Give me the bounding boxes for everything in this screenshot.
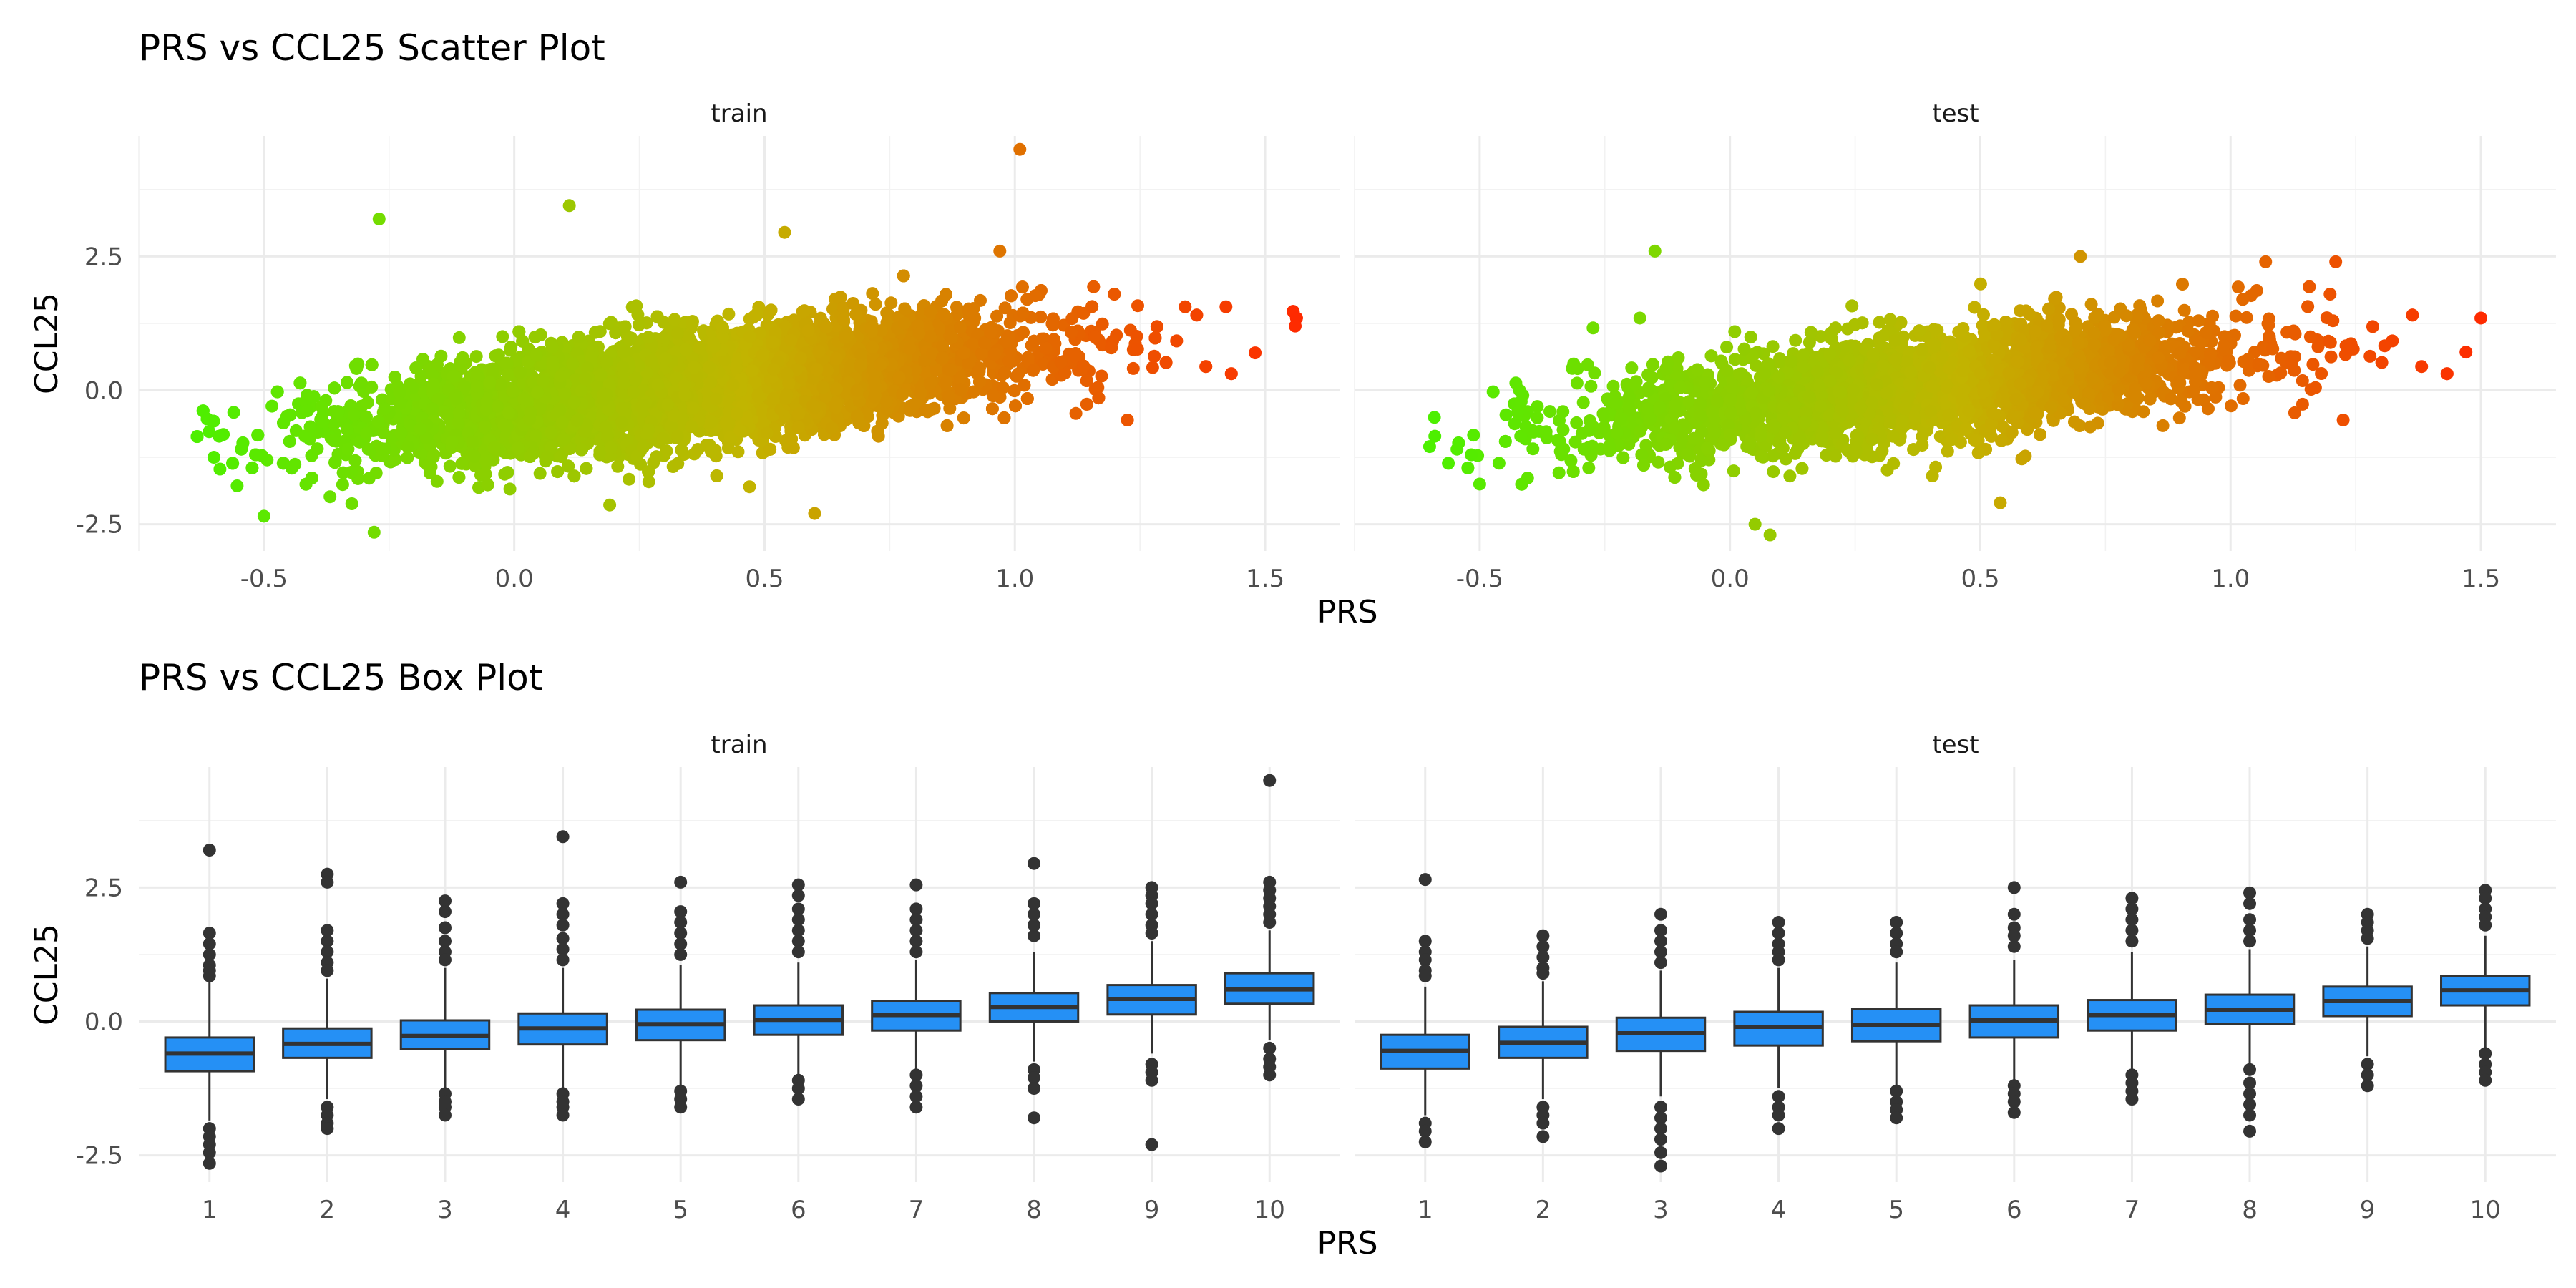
- scatter-point: [950, 301, 963, 314]
- scatter-point: [213, 462, 227, 476]
- scatter-point: [611, 459, 625, 473]
- scatter-point: [469, 350, 483, 364]
- scatter-point: [345, 497, 358, 510]
- scatter-point: [365, 380, 379, 394]
- scatter-point: [722, 307, 736, 321]
- scatter-point: [468, 459, 482, 473]
- plots: -0.5 0.0 0.5 1.0 1.5 -2.5 0.0 2.5-0.5 0.0 0.5 1.0 1…: [76, 136, 2556, 1224]
- x-tick-label: 0.0: [495, 565, 534, 593]
- scatter-point: [943, 401, 957, 415]
- x-tick-label: 1.5: [1246, 565, 1284, 593]
- scatter-point: [642, 475, 655, 489]
- scatter-point: [1146, 361, 1159, 374]
- scatter-point: [1095, 369, 1108, 383]
- scatter-point: [416, 353, 429, 366]
- scatter-point: [1179, 300, 1192, 313]
- scatter-point: [603, 498, 617, 512]
- scatter-point: [362, 472, 376, 485]
- scatter-point: [389, 453, 402, 467]
- scatter-point: [265, 399, 279, 413]
- scatter-point: [430, 474, 444, 488]
- scatter-point: [1034, 310, 1048, 323]
- y-tick-label: 0.0: [84, 376, 123, 405]
- scatter-point: [323, 490, 337, 504]
- scatter-point: [866, 287, 879, 301]
- scatter-point: [1131, 299, 1144, 313]
- scatter-point: [443, 459, 457, 473]
- scatter-point: [1126, 361, 1140, 375]
- x-tick-label: 1.0: [995, 565, 1034, 593]
- y-tick-label: -2.5: [76, 511, 123, 540]
- x-tick-label: -0.5: [240, 565, 288, 593]
- scatter-point: [533, 467, 547, 480]
- scatter-point: [227, 406, 240, 419]
- scatter-point: [1069, 406, 1083, 420]
- x-tick-label: 0.5: [745, 565, 784, 593]
- y-tick-label: 2.5: [84, 243, 123, 271]
- scatter-point: [1096, 317, 1109, 331]
- scatter-point: [623, 472, 636, 486]
- scatter-point: [230, 479, 244, 492]
- scatter-point: [328, 455, 342, 468]
- scatter-point: [1012, 367, 1025, 381]
- scatter-point: [203, 425, 216, 439]
- scatter-point: [1219, 300, 1233, 313]
- scatter-panel-train: -0.5 0.0 0.5 1.0 1.5 -2.5 0.0 2.5: [76, 136, 1340, 593]
- scatter-points-train: [190, 142, 1303, 539]
- scatter-point: [503, 482, 517, 496]
- scatter-point: [884, 296, 898, 310]
- scatter-point: [872, 429, 885, 443]
- scatter-point: [731, 445, 745, 459]
- scatter-point: [452, 331, 466, 344]
- scatter-point: [1065, 312, 1079, 326]
- scatter-point: [336, 478, 349, 492]
- scatter-point: [496, 330, 509, 343]
